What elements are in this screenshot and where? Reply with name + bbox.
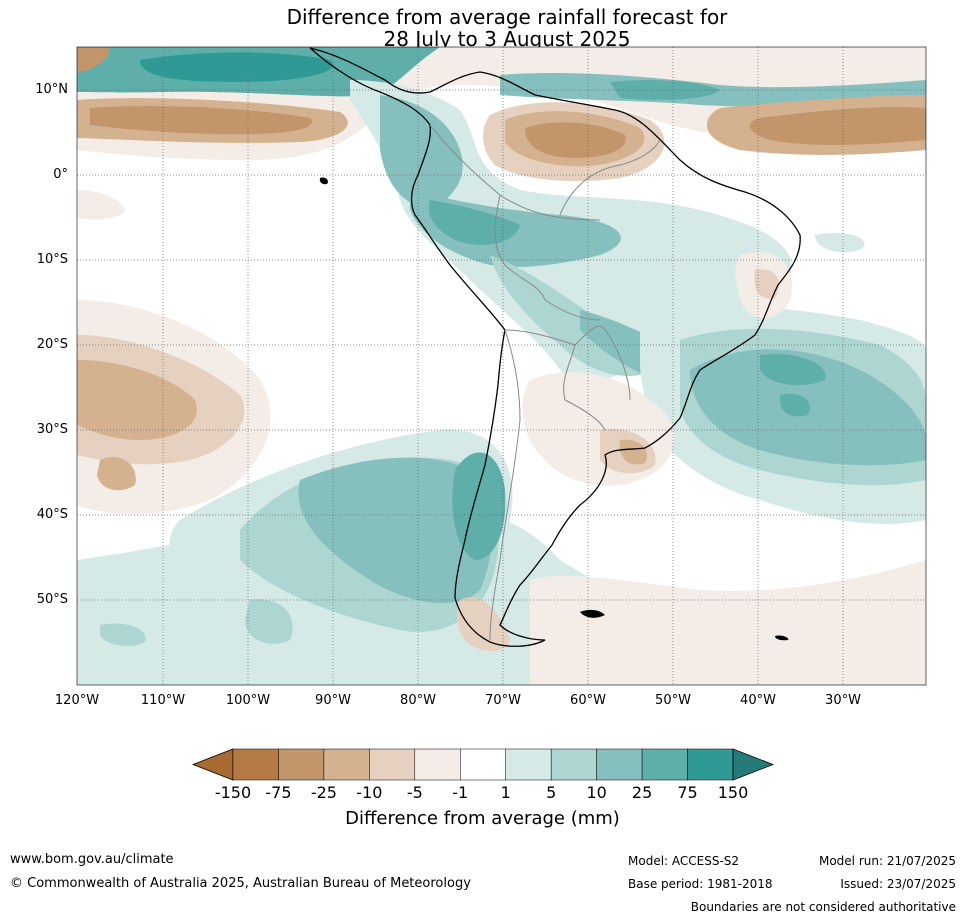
longitude-label: 110°W xyxy=(140,693,186,708)
longitude-label: 120°W xyxy=(54,693,100,708)
colorbar-tick-label: 1 xyxy=(500,783,511,802)
longitude-label: 70°W xyxy=(485,693,521,708)
latitude-label: 0° xyxy=(53,167,68,182)
longitude-label: 40°W xyxy=(740,693,776,708)
colorbar-swatch xyxy=(323,748,370,781)
island-features xyxy=(319,177,789,641)
latitude-label: 40°S xyxy=(36,507,68,522)
latitude-label: 50°S xyxy=(36,592,68,607)
graticule xyxy=(77,47,926,685)
colorbar-tick-label: -150 xyxy=(214,783,252,802)
footer-disclaimer: Boundaries are not considered authoritat… xyxy=(690,900,956,914)
colorbar-swatch xyxy=(550,748,597,781)
colorbar-tick-label: -1 xyxy=(452,783,469,802)
footer-issued: Issued: 23/07/2025 xyxy=(840,877,956,891)
colorbar-tick-label: -10 xyxy=(356,783,383,802)
longitude-label: 90°W xyxy=(315,693,351,708)
colorbar-extend-low xyxy=(191,748,234,781)
colorbar-extend-high xyxy=(732,748,775,781)
colorbar-tick-label: 75 xyxy=(677,783,698,802)
rainfall-anomaly-field xyxy=(77,47,926,685)
colorbar-swatch xyxy=(641,748,688,781)
colorbar-tick-label: -75 xyxy=(265,783,292,802)
longitude-label: 30°W xyxy=(825,693,861,708)
footer-website: www.bom.gov.au/climate xyxy=(10,852,174,867)
colorbar-label: Difference from average (mm) xyxy=(345,808,620,829)
colorbar-tick-label: 150 xyxy=(717,783,749,802)
colorbar-swatch xyxy=(278,748,325,781)
longitude-label: 100°W xyxy=(225,693,271,708)
latitude-label: 10°S xyxy=(36,252,68,267)
colorbar-tick-label: 25 xyxy=(631,783,653,802)
colorbar-swatch xyxy=(460,748,506,781)
colorbar-swatch xyxy=(505,748,552,781)
footer-base-period: Base period: 1981-2018 xyxy=(628,877,773,891)
colorbar-tick-label: 10 xyxy=(586,783,607,802)
map-title-line2: 28 July to 3 August 2025 xyxy=(383,27,631,51)
footer-copyright: © Commonwealth of Australia 2025, Austra… xyxy=(10,876,471,891)
footer-model: Model: ACCESS-S2 xyxy=(628,854,740,868)
colorbar-swatch xyxy=(232,748,279,781)
colorbar-tick-label: -25 xyxy=(310,783,337,802)
longitude-label: 50°W xyxy=(655,693,691,708)
latitude-label: 20°S xyxy=(36,337,68,352)
longitude-label: 60°W xyxy=(570,693,606,708)
south-america-coastline xyxy=(309,47,801,647)
colorbar xyxy=(191,748,775,781)
colorbar-swatch xyxy=(369,748,416,781)
colorbar-tick-label: -5 xyxy=(406,783,423,802)
longitude-label: 80°W xyxy=(400,693,436,708)
colorbar-swatch xyxy=(687,748,734,781)
country-borders xyxy=(429,124,661,641)
footer-model-run: Model run: 21/07/2025 xyxy=(818,854,956,868)
latitude-label: 30°S xyxy=(36,422,68,437)
map-title-line1: Difference from average rainfall forecas… xyxy=(286,5,728,29)
colorbar-swatch xyxy=(414,748,461,781)
latitude-label: 10°N xyxy=(35,82,68,97)
colorbar-swatch xyxy=(596,748,643,781)
colorbar-tick-label: 5 xyxy=(546,783,557,802)
